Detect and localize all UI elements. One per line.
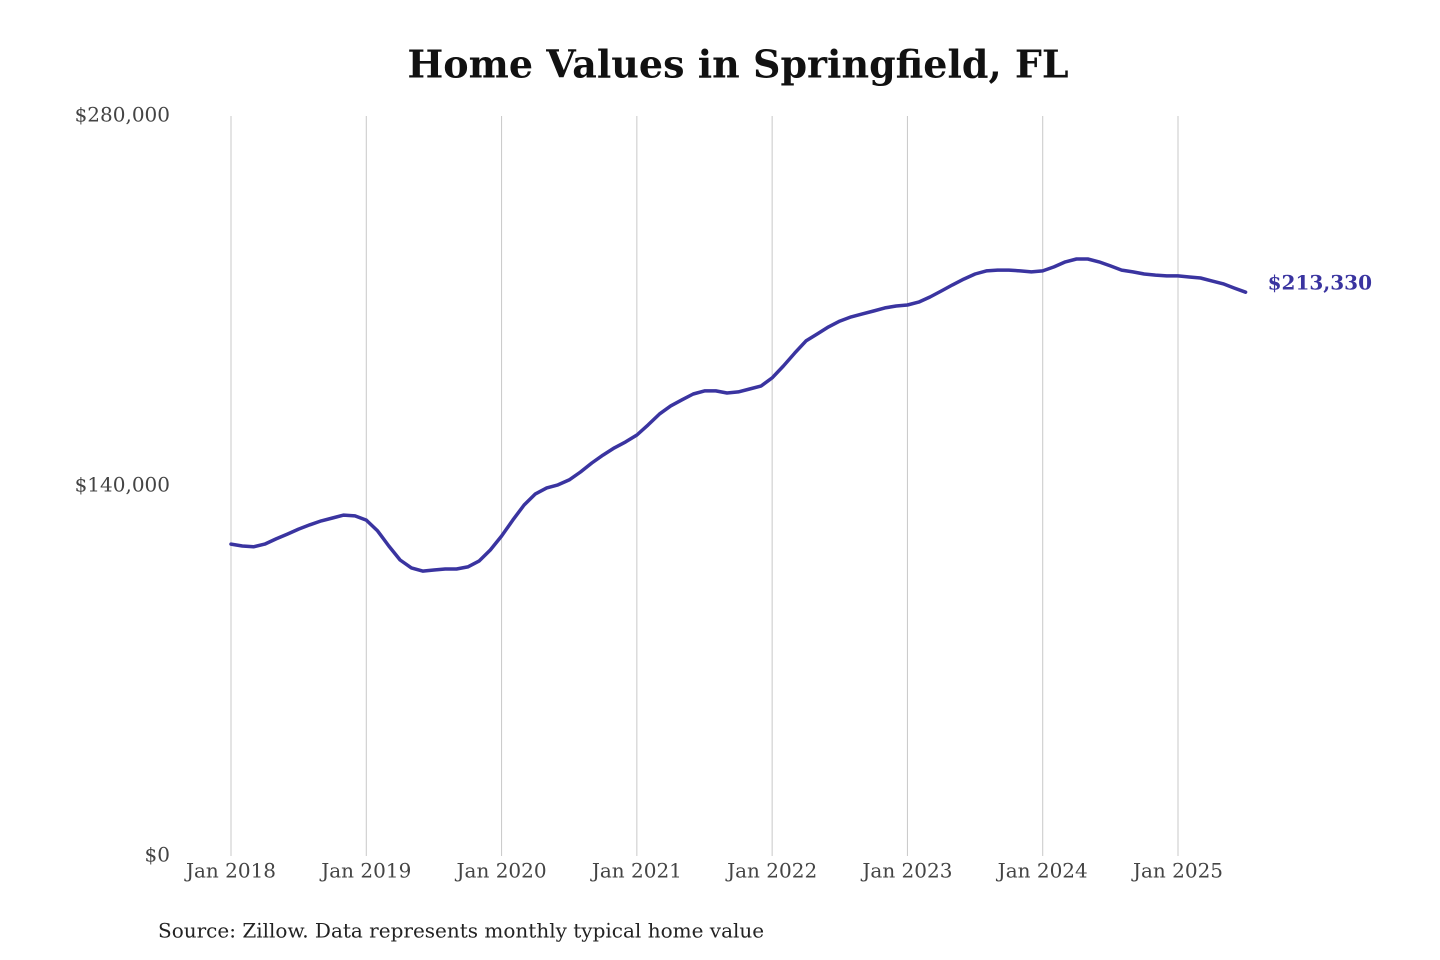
value-label: $213,330	[1268, 271, 1372, 295]
x-tick-label: Jan 2020	[455, 859, 547, 883]
x-tick-label: Jan 2022	[725, 859, 817, 883]
x-tick-label: Jan 2025	[1131, 859, 1223, 883]
y-tick-label: $0	[145, 843, 170, 867]
y-tick-label: $280,000	[75, 103, 170, 127]
x-tick-label: Jan 2018	[184, 859, 276, 883]
chart-title: Home Values in Springfield, FL	[407, 42, 1068, 87]
x-tick-label: Jan 2024	[996, 859, 1088, 883]
x-tick-label: Jan 2021	[590, 859, 682, 883]
source-note: Source: Zillow. Data represents monthly …	[158, 919, 764, 943]
y-tick-label: $140,000	[75, 473, 170, 497]
x-tick-label: Jan 2023	[860, 859, 952, 883]
x-tick-label: Jan 2019	[319, 859, 411, 883]
line	[229, 257, 1248, 573]
